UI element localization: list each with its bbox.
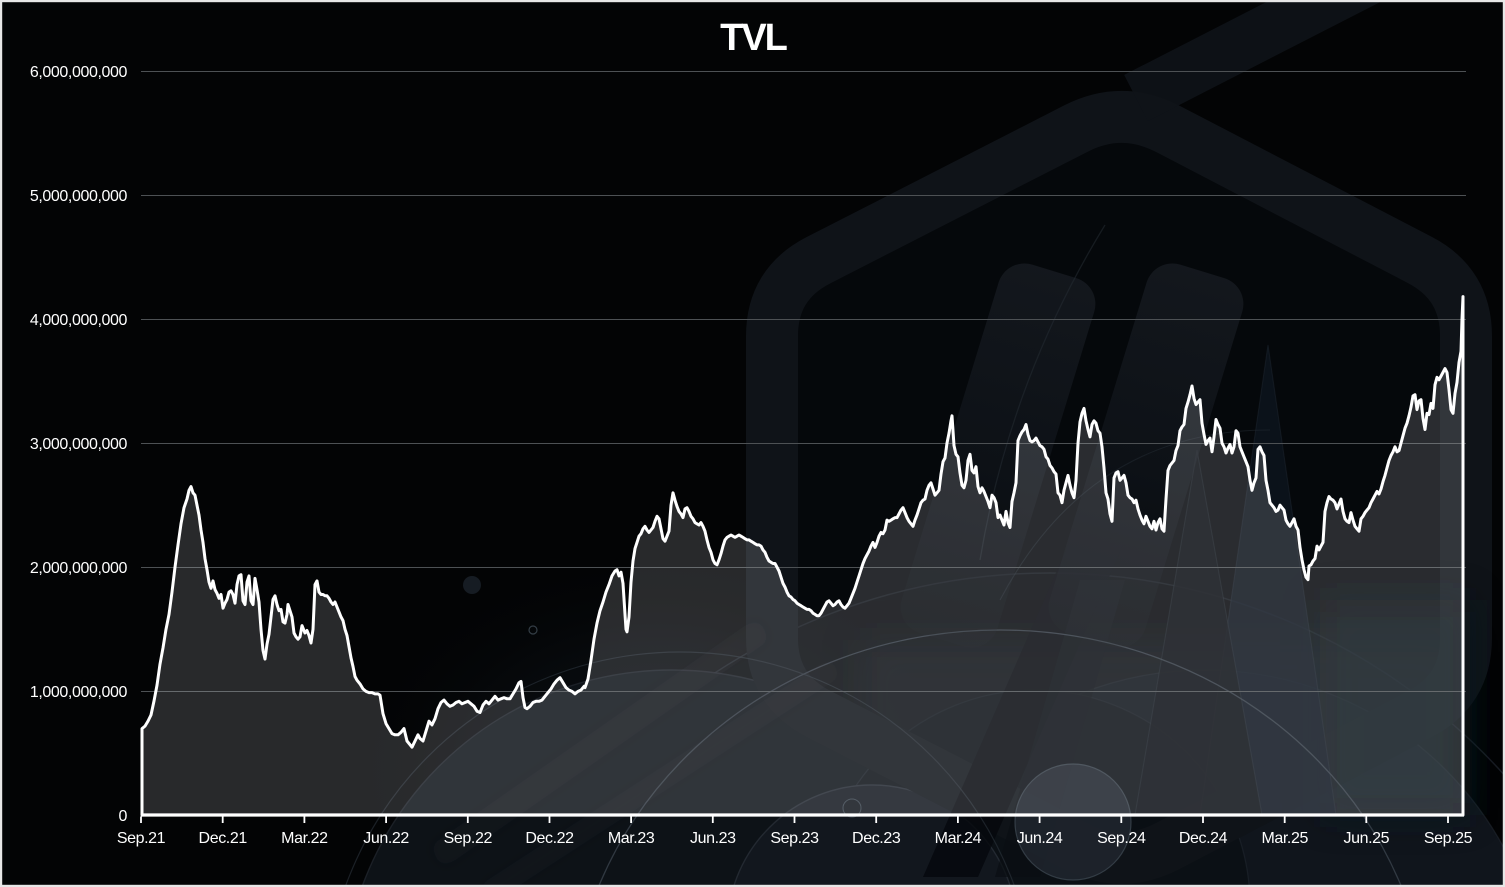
svg-text:Mar.24: Mar.24 — [935, 830, 982, 847]
svg-text:1,000,000,000: 1,000,000,000 — [30, 684, 128, 701]
svg-text:5,000,000,000: 5,000,000,000 — [30, 188, 128, 205]
svg-text:Sep.21: Sep.21 — [117, 830, 166, 847]
svg-text:6,000,000,000: 6,000,000,000 — [30, 64, 128, 81]
svg-text:Sep.22: Sep.22 — [444, 830, 493, 847]
svg-text:Jun.23: Jun.23 — [690, 830, 736, 847]
svg-text:Sep.25: Sep.25 — [1424, 830, 1473, 847]
svg-text:Sep.23: Sep.23 — [770, 830, 819, 847]
svg-text:Jun.24: Jun.24 — [1017, 830, 1063, 847]
svg-text:Jun.25: Jun.25 — [1343, 830, 1389, 847]
svg-text:Jun.22: Jun.22 — [363, 830, 409, 847]
svg-text:Dec.23: Dec.23 — [852, 830, 901, 847]
svg-text:Mar.22: Mar.22 — [281, 830, 328, 847]
svg-text:Mar.23: Mar.23 — [608, 830, 655, 847]
svg-text:TVL: TVL — [720, 17, 788, 59]
svg-text:Dec.22: Dec.22 — [525, 830, 574, 847]
svg-text:0: 0 — [119, 808, 128, 825]
svg-text:Dec.21: Dec.21 — [199, 830, 248, 847]
svg-text:2,000,000,000: 2,000,000,000 — [30, 560, 128, 577]
svg-text:4,000,000,000: 4,000,000,000 — [30, 312, 128, 329]
svg-text:Dec.24: Dec.24 — [1179, 830, 1228, 847]
svg-text:Sep.24: Sep.24 — [1097, 830, 1146, 847]
svg-text:3,000,000,000: 3,000,000,000 — [30, 436, 128, 453]
svg-text:Mar.25: Mar.25 — [1261, 830, 1308, 847]
